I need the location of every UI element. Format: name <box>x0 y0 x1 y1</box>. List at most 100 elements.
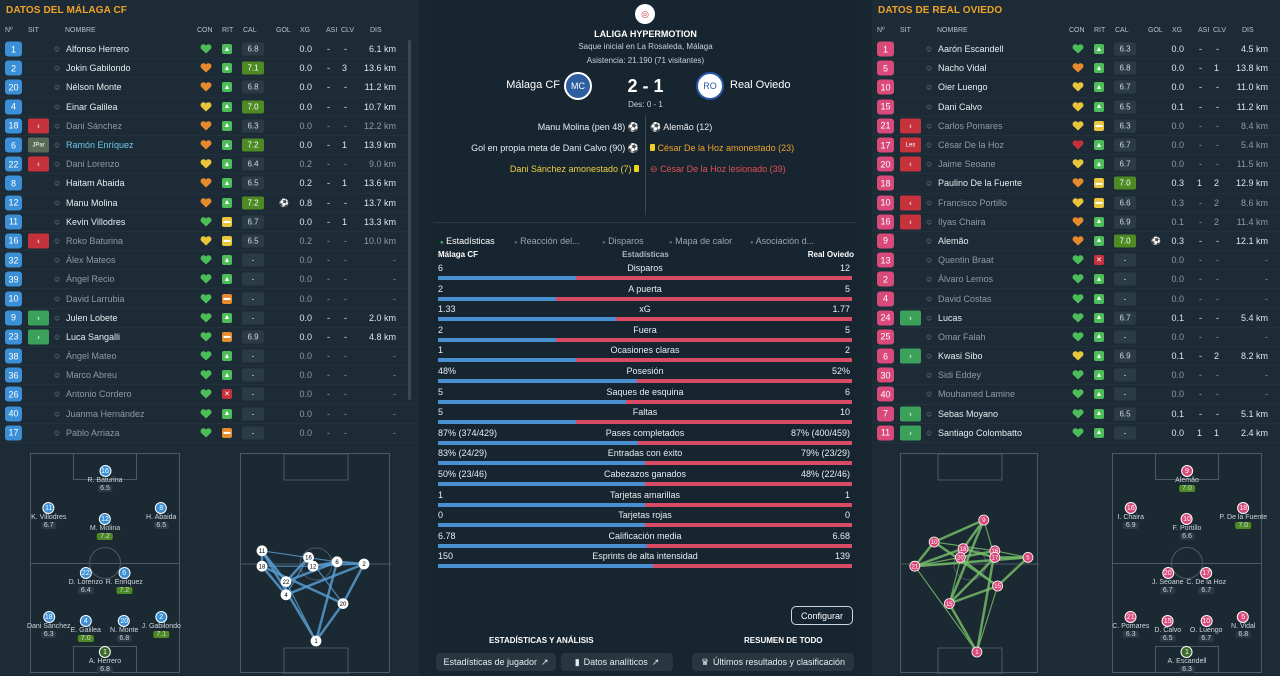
player-row[interactable]: 40 ☺ Mouhamed Lamine ▲ -0.0- - - <box>872 385 1280 405</box>
stat-row[interactable]: 2 A puerta 5 <box>438 284 852 298</box>
player-name[interactable]: Kwasi Sibo <box>938 351 983 362</box>
pass-node[interactable]: 10 <box>928 536 940 548</box>
pass-node[interactable]: 6 <box>331 556 343 568</box>
tab-4[interactable]: ● Asociación d... <box>750 236 815 246</box>
pass-node[interactable]: 12 <box>307 560 319 572</box>
formation-player[interactable]: 17 C. De la Hoz 6.7 <box>1186 567 1226 595</box>
header-con[interactable]: CON <box>1069 27 1085 34</box>
formation-player[interactable]: 5 N. Vidal 6.8 <box>1231 610 1255 638</box>
pass-node[interactable]: 18 <box>957 543 969 554</box>
player-name[interactable]: Roko Baturina <box>66 235 124 246</box>
configure-button[interactable]: Configurar <box>791 606 853 625</box>
player-name[interactable]: Haitam Abaida <box>66 178 125 189</box>
formation-player[interactable]: 18 Dani Sánchez 6.3 <box>27 610 71 638</box>
formation-player[interactable]: 11 K. Villodres 6.7 <box>31 501 66 529</box>
stat-row[interactable]: 1.33 xG 1.77 <box>438 304 852 318</box>
player-name[interactable]: Santiago Colombatto <box>938 427 1023 438</box>
header-asi[interactable]: ASI <box>326 27 338 34</box>
player-row[interactable]: 15 ☺ Dani Calvo ▲ 6.5 0.1 - - 11.2 km <box>872 98 1280 117</box>
player-row[interactable]: 39 ☺ Ángel Recio ▲ -0.0- - - <box>0 270 419 290</box>
player-name[interactable]: Nacho Vidal <box>938 63 987 74</box>
stat-row[interactable]: 48% Posesión 52% <box>438 366 852 380</box>
player-row[interactable]: 9 › ☺ Julen Lobete ▲ -0.0- -2.0 km <box>0 309 419 328</box>
player-name[interactable]: Antonio Cordero <box>66 389 132 400</box>
player-name[interactable]: Francisco Portillo <box>938 197 1008 208</box>
player-name[interactable]: César De la Hoz <box>938 140 1005 151</box>
player-row[interactable]: 8 ☺ Haitam Abaida ▲ 6.5 0.2 -1 13.6 km <box>0 174 419 194</box>
header-rit[interactable]: RIT <box>222 27 234 34</box>
player-name[interactable]: Julen Lobete <box>66 312 118 323</box>
player-row[interactable]: 6 JPar ☺ Ramón Enríquez ▲ 7.2 0.0 -1 13.9 km <box>0 136 419 156</box>
pass-node[interactable]: 18 <box>256 560 268 572</box>
header-xg[interactable]: XG <box>1172 27 1183 34</box>
stat-row[interactable]: 0 Tarjetas rojas 0 <box>438 510 852 524</box>
formation-player[interactable]: 4 E. Galilea 7.0 <box>71 615 101 643</box>
formation-player[interactable]: 12 M. Molina 7.2 <box>90 512 120 540</box>
player-row[interactable]: 36 ☺ Marco Abreu ▲ -0.0- - - <box>0 366 419 386</box>
header-dis[interactable]: DIS <box>370 27 382 34</box>
formation-player[interactable]: 10 O. Luengo 6.7 <box>1190 615 1223 643</box>
player-row[interactable]: 7 › ☺ Sebas Moyano ▲ 6.5 0.1 - - 5.1 km <box>872 405 1280 424</box>
player-name[interactable]: Álvaro Lemos <box>938 274 994 285</box>
player-row[interactable]: 2 ☺ Álvaro Lemos ▲ -0.0- - - <box>872 270 1280 290</box>
formation-player[interactable]: 20 J. Seoane 6.7 <box>1152 567 1184 595</box>
player-name[interactable]: Ramón Enríquez <box>66 140 134 151</box>
pass-node[interactable]: 20 <box>954 552 966 563</box>
formation-player[interactable]: 16 R. Baturina 6.5 <box>87 464 123 492</box>
pass-node[interactable]: 20 <box>337 598 349 610</box>
results-button[interactable]: ♛ Últimos resultados y clasificación <box>692 653 854 671</box>
header-gol[interactable]: GOL <box>276 27 291 34</box>
player-name[interactable]: Omar Falah <box>938 331 986 342</box>
stat-row[interactable]: 2 Fuera 5 <box>438 325 852 339</box>
player-row[interactable]: 30 ☺ Sidi Eddey ▲ -0.0- - - <box>872 366 1280 386</box>
player-row[interactable]: 23 › ☺ Luca Sangalli ▬ 6.9 0.0 - - 4.8 km <box>0 328 419 347</box>
player-row[interactable]: 25 ☺ Omar Falah ▲ -0.0- - - <box>872 328 1280 347</box>
formation-player[interactable]: 21 C. Pomares 6.3 <box>1112 610 1149 638</box>
formation-player[interactable]: 15 D. Calvo 6.5 <box>1154 615 1181 643</box>
formation-player[interactable]: 1 A. Herrero 6.8 <box>89 645 121 673</box>
stat-row[interactable]: 1 Ocasiones claras 2 <box>438 345 852 359</box>
header-sit[interactable]: SIT <box>28 27 39 34</box>
player-row[interactable]: 1 ☺ Alfonso Herrero ▲ 6.8 0.0 - - 6.1 km <box>0 40 419 60</box>
tab-0[interactable]: ● Estadísticas <box>440 236 495 246</box>
header-dis[interactable]: DIS <box>1242 27 1254 34</box>
player-row[interactable]: 10 ☺ David Larrubia ▬ -0.0- - - <box>0 289 419 309</box>
tab-3[interactable]: ● Mapa de calor <box>669 236 733 246</box>
player-name[interactable]: Lucas <box>938 312 963 323</box>
player-name[interactable]: Paulino De la Fuente <box>938 178 1023 189</box>
tab-2[interactable]: ● Disparos <box>602 236 644 246</box>
header-cal[interactable]: CAL <box>243 27 257 34</box>
player-row[interactable]: 32 ☺ Álex Mateos ▲ -0.0- - - <box>0 251 419 271</box>
formation-player[interactable]: 1 A. Escandell 6.3 <box>1168 645 1206 673</box>
player-row[interactable]: 9 ☺ Alemão ▲ 7.0 ⚽ 0.3 - - 12.1 km <box>872 232 1280 252</box>
player-row[interactable]: 26 ☺ Antonio Cordero ✕ -0.0- - - <box>0 385 419 405</box>
player-name[interactable]: Ángel Recio <box>66 274 115 285</box>
player-row[interactable]: 38 ☺ Ángel Mateo ▲ -0.0- - - <box>0 347 419 367</box>
header-rit[interactable]: RIT <box>1094 27 1106 34</box>
formation-player[interactable]: 6 R. Enríquez 7.2 <box>106 567 143 595</box>
header-gol[interactable]: GOL <box>1148 27 1163 34</box>
player-name[interactable]: David Costas <box>938 293 992 304</box>
player-row[interactable]: 40 ☺ Juanma Hernández ▲ -0.0- - - <box>0 405 419 424</box>
player-row[interactable]: 5 ☺ Nacho Vidal ▲ 6.8 0.0 -1 13.8 km <box>872 59 1280 79</box>
pass-node[interactable]: 2 <box>358 558 370 570</box>
player-row[interactable]: 11 ☺ Kevin Villodres ▬ 6.7 0.0 -1 13.3 km <box>0 213 419 232</box>
player-name[interactable]: Ilyas Chaira <box>938 216 986 227</box>
player-name[interactable]: Dani Lorenzo <box>66 159 120 170</box>
player-name[interactable]: Carlos Pomares <box>938 120 1003 131</box>
stat-row[interactable]: 1 Tarjetas amarillas 1 <box>438 490 852 504</box>
player-name[interactable]: Juanma Hernández <box>66 408 145 419</box>
pass-node[interactable]: 11 <box>256 545 268 557</box>
pass-node[interactable]: 1 <box>971 646 983 658</box>
player-row[interactable]: 17 Les ☺ César De la Hoz ▲ 6.7 0.0 - - 5.4 km <box>872 136 1280 156</box>
player-name[interactable]: Sebas Moyano <box>938 408 999 419</box>
player-row[interactable]: 21 ‹ ☺ Carlos Pomares ▬ 6.3 0.0 - - 8.4 km <box>872 117 1280 136</box>
player-row[interactable]: 12 ☺ Manu Molina ▲ 7.2 ⚽ 0.8 - - 13.7 km <box>0 194 419 213</box>
formation-player[interactable]: 18 P. De la Fuente 7.0 <box>1219 501 1267 529</box>
player-name[interactable]: Manu Molina <box>66 197 118 208</box>
header-sit[interactable]: SIT <box>900 27 911 34</box>
formation-player[interactable]: 10 F. Portillo 6.6 <box>1173 512 1201 540</box>
player-name[interactable]: Quentin Braat <box>938 255 994 266</box>
home-table-scrollbar[interactable] <box>408 40 411 400</box>
pass-node[interactable]: 16 <box>303 552 314 563</box>
